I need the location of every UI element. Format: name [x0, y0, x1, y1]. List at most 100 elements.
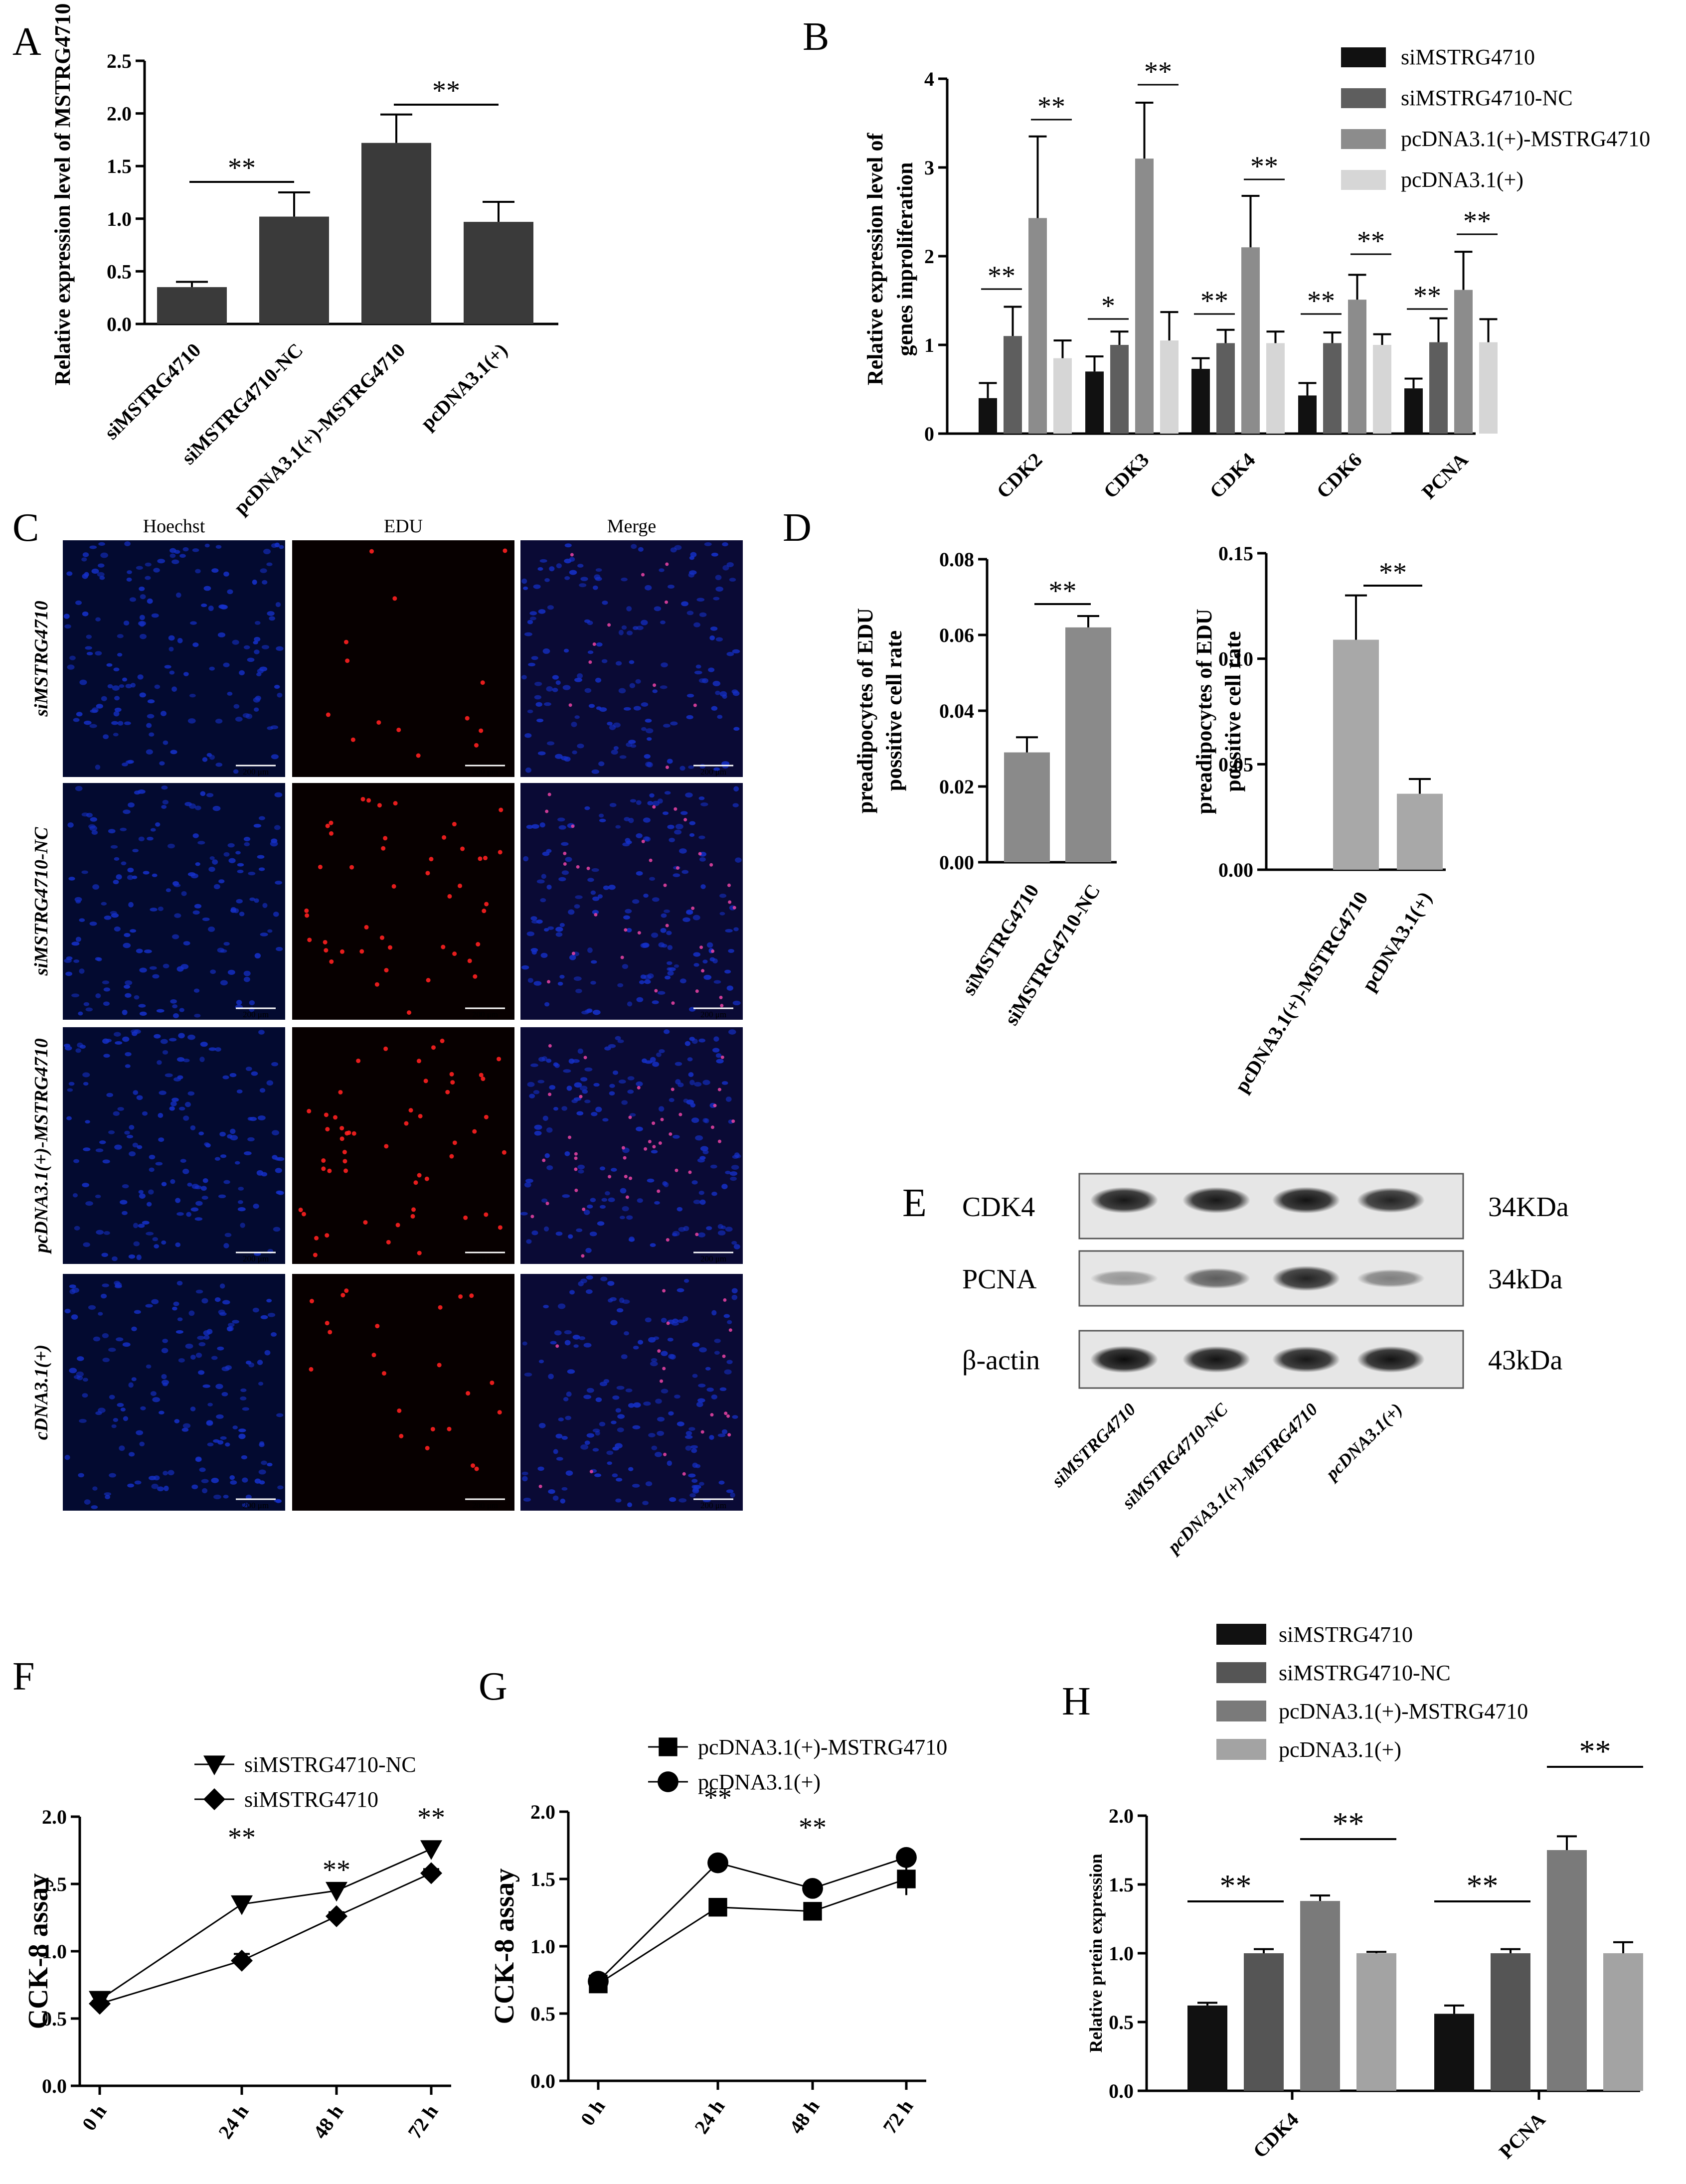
nucleus: [548, 1489, 555, 1494]
nucleus: [72, 1193, 78, 1198]
edu-positive-cell: [423, 1079, 428, 1084]
nucleus: [563, 1069, 571, 1073]
nucleus: [123, 1416, 129, 1421]
nucleus: [113, 1111, 120, 1116]
edu-positive-cell: [699, 945, 703, 949]
nucleus: [528, 662, 535, 667]
nucleus: [195, 1457, 202, 1462]
nucleus: [643, 836, 650, 841]
chart-d-right: 0.000.050.100.15pcDNA3.1(+)-MSTRG4710pcD…: [1192, 542, 1446, 1096]
nucleus: [540, 952, 548, 958]
edu-positive-cell: [546, 980, 550, 984]
nucleus: [691, 1117, 699, 1123]
nucleus: [170, 1179, 175, 1184]
nucleus: [201, 1298, 208, 1304]
nucleus: [77, 1356, 84, 1361]
nucleus: [568, 1234, 573, 1239]
nucleus: [63, 614, 70, 619]
nucleus: [82, 1183, 89, 1188]
edu-positive-cell: [660, 1117, 664, 1121]
nucleus: [158, 906, 164, 911]
panel-label-a: A: [12, 20, 41, 64]
nucleus: [668, 1354, 675, 1359]
nucleus: [646, 728, 654, 734]
nucleus: [686, 910, 693, 915]
nucleus: [652, 1000, 659, 1004]
nucleus: [102, 1283, 109, 1287]
nucleus: [729, 578, 736, 582]
bar: [1135, 158, 1154, 434]
nucleus: [728, 1029, 736, 1035]
edu-positive-cell: [644, 1147, 648, 1151]
nucleus: [629, 1113, 636, 1117]
nucleus: [522, 1476, 528, 1482]
nucleus: [661, 662, 668, 667]
nucleus: [592, 910, 599, 915]
nucleus: [650, 1057, 656, 1063]
nucleus: [276, 1413, 284, 1417]
nucleus: [626, 1215, 633, 1220]
nucleus: [267, 1313, 276, 1317]
nucleus: [238, 1187, 244, 1191]
edu-positive-cell: [637, 1086, 641, 1090]
nucleus: [693, 1485, 701, 1489]
nucleus: [117, 1107, 124, 1111]
nucleus: [561, 756, 568, 761]
nucleus: [629, 683, 636, 688]
y-tick-label: 0.0: [107, 313, 132, 335]
nucleus: [546, 1059, 552, 1063]
edu-positive-cell: [481, 1077, 486, 1082]
edu-positive-cell: [498, 1225, 503, 1230]
edu-positive-cell: [545, 809, 549, 813]
edu-positive-cell: [307, 1108, 312, 1113]
nucleus: [178, 1358, 185, 1363]
edu-positive-cell: [458, 1294, 463, 1299]
edu-positive-cell: [442, 835, 447, 840]
nucleus: [577, 1048, 583, 1054]
nucleus: [214, 1157, 221, 1161]
nucleus: [579, 1336, 586, 1340]
nucleus: [645, 1317, 652, 1323]
nucleus: [101, 902, 107, 906]
edu-positive-cell: [430, 1426, 435, 1431]
bar: [1191, 369, 1210, 434]
nucleus: [220, 1154, 227, 1158]
nucleus: [675, 1079, 681, 1085]
nucleus: [180, 1159, 186, 1163]
nucleus: [213, 1494, 221, 1500]
nucleus: [698, 1384, 706, 1388]
nucleus: [83, 1002, 90, 1006]
nucleus: [622, 1206, 629, 1212]
nucleus: [257, 855, 265, 859]
nucleus: [215, 763, 223, 767]
nucleus: [206, 1329, 213, 1335]
y-axis-label: CCK-8 assay: [489, 1869, 520, 2025]
significance-label: **: [1379, 557, 1407, 588]
bar: [1373, 345, 1391, 434]
y-tick-label: 1.5: [530, 1868, 555, 1890]
nucleus: [91, 568, 99, 574]
bar: [1547, 1850, 1587, 2091]
nucleus: [183, 941, 190, 945]
nucleus: [171, 559, 179, 564]
nucleus: [626, 606, 632, 612]
nucleus: [102, 1159, 110, 1164]
nucleus: [114, 1280, 121, 1285]
nucleus: [597, 894, 603, 899]
nucleus: [215, 1384, 223, 1390]
edu-positive-cell: [307, 937, 312, 942]
nucleus: [617, 1427, 624, 1432]
nucleus: [594, 1473, 602, 1477]
nucleus: [615, 1498, 622, 1503]
nucleus: [599, 813, 604, 818]
nucleus: [673, 873, 680, 877]
x-category-label: siMSTRG4710: [100, 339, 205, 444]
nucleus: [139, 1011, 147, 1016]
nucleus: [531, 824, 539, 829]
nucleus: [111, 913, 119, 918]
y-axis-label: Relative prtein expression: [1086, 1854, 1106, 2052]
nucleus: [529, 617, 536, 621]
nucleus: [126, 577, 132, 582]
legend-label: pcDNA3.1(+): [698, 1770, 821, 1794]
nucleus: [208, 1047, 216, 1051]
